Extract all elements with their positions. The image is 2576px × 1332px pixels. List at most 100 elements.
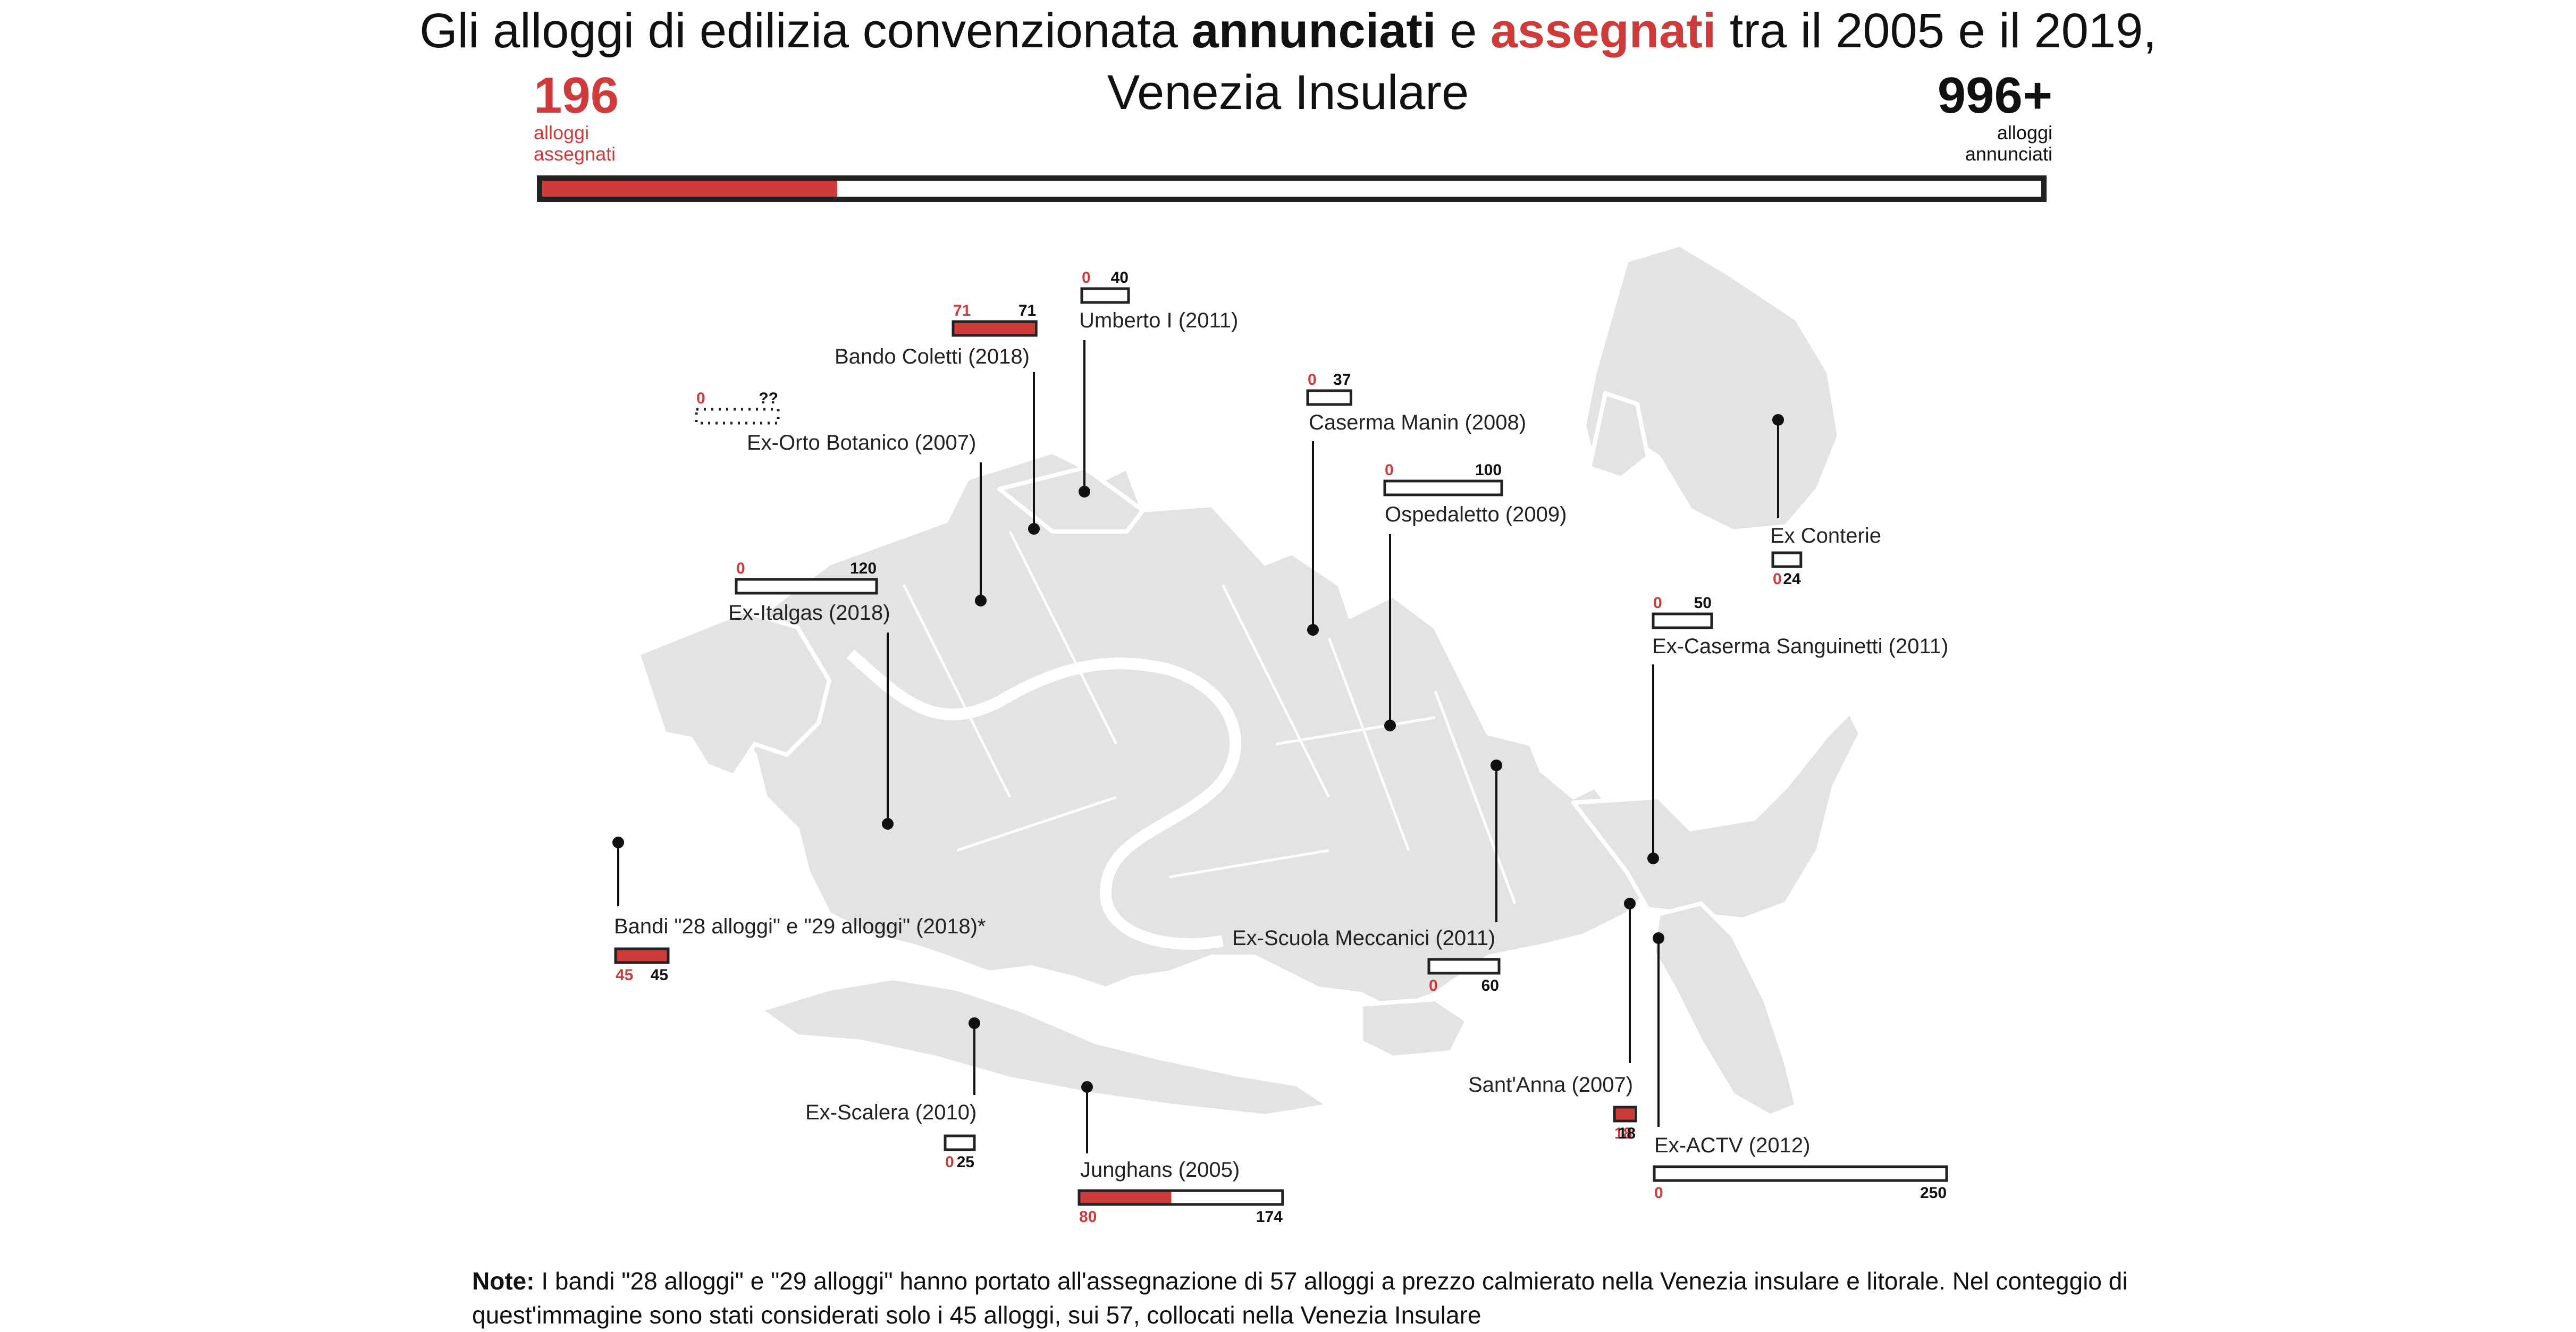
footnote-text: I bandi "28 alloggi" e "29 alloggi" hann… bbox=[472, 1267, 2128, 1329]
project-5-location-dot bbox=[1772, 414, 1784, 426]
project-6-location-dot bbox=[882, 818, 894, 830]
project-3-assigned-value: 0 bbox=[1308, 371, 1317, 389]
project-2-label: Ex-Orto Botanico (2007) bbox=[747, 431, 976, 454]
title-line-2: Venezia Insulare bbox=[1107, 65, 1469, 120]
project-9-assigned-value: 0 bbox=[1429, 977, 1438, 994]
title-line-1: Gli alloggi di edilizia convenzionata an… bbox=[0, 0, 2576, 62]
map-street-5 bbox=[1434, 690, 1517, 904]
project-11-label: Ex-Scalera (2010) bbox=[805, 1101, 977, 1124]
project-4-announced-value: 100 bbox=[1475, 461, 1502, 479]
total-assigned-caption-2: assegnati bbox=[534, 143, 616, 165]
project-10-assigned-bar bbox=[1615, 1108, 1635, 1120]
project-7-announced-value: 50 bbox=[1694, 594, 1712, 612]
project-11-assigned-value: 0 bbox=[945, 1153, 954, 1171]
project-12-label: Junghans (2005) bbox=[1080, 1158, 1240, 1182]
map-street-2 bbox=[1008, 530, 1118, 745]
project-7-assigned-value: 0 bbox=[1653, 594, 1662, 612]
project-1-assigned-value: 0 bbox=[1082, 269, 1091, 286]
project-10-location-dot bbox=[1624, 898, 1636, 909]
project-2-announced-bar bbox=[695, 408, 780, 425]
total-announced-caption-2: annunciati bbox=[1965, 143, 2052, 165]
map-island-murano-west bbox=[1587, 391, 1650, 480]
footnote-label: Note: bbox=[472, 1267, 535, 1295]
project-12-announced-value: 174 bbox=[1256, 1208, 1283, 1226]
project-11-location-dot bbox=[969, 1017, 980, 1029]
title-text-2: e bbox=[1436, 4, 1491, 58]
project-0-assigned-value: 71 bbox=[953, 302, 971, 319]
project-3-announced-value: 37 bbox=[1333, 371, 1351, 389]
project-13-announced-bar bbox=[1653, 1165, 1948, 1182]
total-assigned: 196 alloggi assegnati bbox=[534, 69, 619, 165]
project-13-announced-value: 250 bbox=[1920, 1184, 1947, 1202]
project-1-label: Umberto I (2011) bbox=[1079, 309, 1239, 332]
total-announced-caption-1: alloggi bbox=[1997, 122, 2052, 144]
project-13-assigned-value: 0 bbox=[1654, 1184, 1663, 1202]
project-13-label: Ex-ACTV (2012) bbox=[1654, 1134, 1811, 1157]
map-island-main bbox=[678, 450, 1682, 1012]
project-4-location-dot bbox=[1384, 720, 1396, 731]
overall-bar bbox=[537, 175, 2047, 202]
project-0-assigned-bar bbox=[954, 323, 1035, 334]
project-1-announced-value: 40 bbox=[1110, 269, 1129, 286]
chart-title: Gli alloggi di edilizia convenzionata an… bbox=[0, 0, 2576, 123]
project-8-announced-value: 45 bbox=[650, 966, 668, 984]
leader-lines bbox=[612, 340, 1784, 1153]
project-8-location-dot bbox=[612, 837, 624, 848]
project-8-label: Bandi "28 alloggi" e "29 alloggi" (2018)… bbox=[614, 915, 986, 938]
project-7-label: Ex-Caserma Sanguinetti (2011) bbox=[1652, 635, 1949, 658]
map-island-lido bbox=[1651, 901, 1799, 1118]
project-0-label: Bando Coletti (2018) bbox=[835, 345, 1030, 368]
overall-bar-assigned-fill bbox=[542, 181, 837, 197]
project-7-announced-bar bbox=[1652, 612, 1713, 629]
project-5-assigned-value: 0 bbox=[1773, 570, 1782, 588]
project-5-label: Ex Conterie bbox=[1770, 524, 1881, 547]
total-announced-value: 996+ bbox=[1937, 67, 2052, 124]
project-8-assigned-bar bbox=[617, 950, 667, 962]
project-13-location-dot bbox=[1653, 932, 1664, 944]
project-11-announced-value: 25 bbox=[956, 1153, 974, 1171]
project-9-announced-bar bbox=[1427, 958, 1501, 975]
project-10-label: Sant'Anna (2007) bbox=[1468, 1073, 1634, 1097]
project-9-label: Ex-Scuola Meccanici (2011) bbox=[1232, 926, 1496, 950]
title-assigned-word: assegnati bbox=[1490, 4, 1716, 58]
map-island-giudecca bbox=[758, 976, 1331, 1118]
title-text-3: tra il 2005 e il 2019, bbox=[1716, 4, 2157, 58]
map-street-1 bbox=[902, 584, 1012, 798]
map-island-giudecca-east bbox=[1359, 997, 1469, 1060]
project-7-location-dot bbox=[1647, 853, 1659, 864]
project-0-announced-value: 71 bbox=[1018, 302, 1037, 319]
map-grand-canal bbox=[846, 649, 1242, 950]
project-9-location-dot bbox=[1491, 760, 1502, 771]
total-assigned-caption-1: alloggi bbox=[534, 122, 590, 144]
map-street-4 bbox=[1327, 637, 1410, 851]
project-2-assigned-value: 0 bbox=[696, 390, 705, 407]
footnote: Note: I bandi "28 alloggi" e "29 alloggi… bbox=[472, 1264, 2173, 1332]
project-1-location-dot bbox=[1079, 486, 1090, 498]
project-12-assigned-bar bbox=[1080, 1192, 1172, 1203]
project-10-assigned-value: 18 bbox=[1614, 1125, 1632, 1142]
map-street-8 bbox=[1169, 849, 1329, 879]
project-6-announced-value: 120 bbox=[850, 560, 877, 577]
title-announced-word: annunciati bbox=[1191, 4, 1436, 58]
project-11-announced-bar bbox=[944, 1134, 976, 1151]
project-6-label: Ex-Italgas (2018) bbox=[728, 601, 890, 625]
project-12-location-dot bbox=[1081, 1081, 1093, 1093]
map-island-murano bbox=[1582, 242, 1841, 534]
project-2-location-dot bbox=[975, 595, 987, 606]
project-4-announced-bar bbox=[1383, 479, 1503, 496]
map-street-7 bbox=[1275, 716, 1436, 746]
project-6-assigned-value: 0 bbox=[736, 560, 745, 577]
project-5-announced-value: 24 bbox=[1783, 570, 1801, 588]
title-text-1: Gli alloggi di edilizia convenzionata bbox=[419, 4, 1192, 58]
total-announced: 996+ alloggi annunciati bbox=[1938, 69, 2052, 165]
project-5-announced-bar bbox=[1771, 551, 1803, 568]
project-12-assigned-value: 80 bbox=[1079, 1208, 1097, 1226]
project-4-label: Ospedaletto (2009) bbox=[1385, 503, 1567, 526]
map-island-west bbox=[636, 609, 831, 778]
project-6-announced-bar bbox=[735, 578, 878, 595]
total-assigned-value: 196 bbox=[534, 67, 619, 124]
project-0-location-dot bbox=[1028, 523, 1040, 535]
project-10-announced-value: 18 bbox=[1618, 1125, 1636, 1142]
map-street-3 bbox=[1221, 584, 1331, 798]
